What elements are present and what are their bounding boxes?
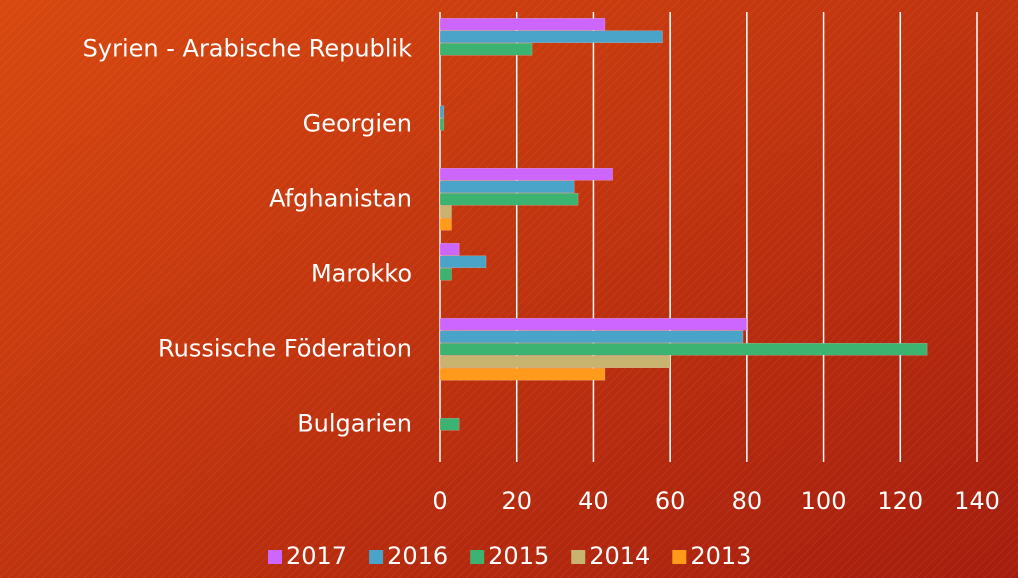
legend-label: 2014 (589, 542, 650, 570)
legend-swatch (571, 550, 586, 564)
bar (439, 30, 663, 43)
bar (439, 255, 487, 268)
bar (439, 330, 744, 343)
x-tick-label: 120 (877, 487, 923, 515)
bar (439, 180, 575, 193)
bar (439, 168, 613, 181)
legend-swatch (470, 550, 485, 564)
bar (439, 368, 606, 381)
legend-label: 2017 (286, 542, 347, 570)
bar (439, 355, 671, 368)
y-tick-label: Bulgarien (297, 410, 412, 438)
x-tick-label: 40 (578, 487, 609, 515)
bar (439, 268, 452, 281)
y-tick-label: Georgien (303, 110, 412, 138)
y-tick-label: Afghanistan (269, 185, 412, 213)
legend-label: 2015 (488, 542, 549, 570)
y-tick-label: Russische Föderation (158, 335, 412, 363)
bar (439, 318, 748, 331)
legend-swatch (672, 550, 687, 564)
bar (439, 18, 606, 31)
bar (439, 218, 452, 231)
legend-swatch (268, 550, 282, 564)
legend-label: 2016 (387, 542, 448, 570)
bar (439, 343, 928, 356)
x-tick-label: 20 (501, 487, 532, 515)
y-tick-label: Syrien - Arabische Republik (83, 35, 412, 63)
legend-swatch (369, 550, 384, 564)
legend-label: 2013 (690, 542, 751, 570)
bar (439, 43, 533, 56)
bar (439, 105, 445, 118)
x-tick-label: 140 (954, 487, 1000, 515)
y-tick-label: Marokko (311, 260, 412, 288)
bar (439, 118, 445, 131)
x-tick-label: 80 (732, 487, 763, 515)
bar (439, 193, 579, 206)
x-tick-label: 100 (801, 487, 847, 515)
bar (439, 418, 460, 431)
bar (439, 243, 460, 256)
bar (439, 205, 452, 218)
x-tick-label: 60 (655, 487, 686, 515)
x-tick-label: 0 (432, 487, 447, 515)
